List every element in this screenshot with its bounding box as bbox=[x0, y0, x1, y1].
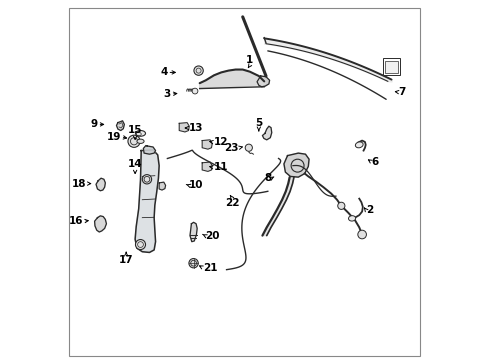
Polygon shape bbox=[159, 182, 165, 190]
Polygon shape bbox=[190, 222, 197, 242]
Text: 4: 4 bbox=[160, 67, 167, 77]
Circle shape bbox=[188, 258, 198, 268]
Polygon shape bbox=[284, 153, 308, 177]
Circle shape bbox=[135, 239, 145, 249]
Text: 15: 15 bbox=[128, 125, 142, 135]
Text: 3: 3 bbox=[163, 89, 171, 99]
Ellipse shape bbox=[355, 142, 363, 148]
Circle shape bbox=[337, 202, 344, 210]
Text: 20: 20 bbox=[204, 231, 219, 240]
Text: 13: 13 bbox=[188, 123, 203, 133]
Circle shape bbox=[244, 144, 252, 151]
Text: 8: 8 bbox=[264, 173, 271, 183]
Text: 7: 7 bbox=[398, 87, 405, 97]
Ellipse shape bbox=[348, 216, 355, 221]
Polygon shape bbox=[199, 69, 264, 89]
Polygon shape bbox=[262, 177, 293, 235]
Text: 2: 2 bbox=[366, 206, 373, 216]
Circle shape bbox=[128, 135, 140, 147]
Text: 11: 11 bbox=[214, 162, 228, 172]
Circle shape bbox=[357, 230, 366, 239]
Polygon shape bbox=[179, 123, 189, 132]
Circle shape bbox=[194, 66, 203, 75]
Polygon shape bbox=[202, 162, 212, 171]
FancyBboxPatch shape bbox=[383, 58, 399, 75]
Text: 21: 21 bbox=[203, 263, 217, 273]
FancyBboxPatch shape bbox=[385, 60, 397, 73]
Polygon shape bbox=[262, 126, 271, 140]
Polygon shape bbox=[116, 121, 124, 131]
Ellipse shape bbox=[137, 139, 144, 143]
Text: 17: 17 bbox=[119, 255, 133, 265]
Polygon shape bbox=[257, 76, 269, 87]
Text: 10: 10 bbox=[188, 180, 203, 190]
Text: 9: 9 bbox=[90, 120, 97, 129]
Text: 19: 19 bbox=[106, 132, 121, 142]
Text: 1: 1 bbox=[246, 55, 253, 65]
Text: 16: 16 bbox=[68, 216, 83, 226]
Polygon shape bbox=[202, 140, 212, 149]
Ellipse shape bbox=[135, 131, 145, 136]
Polygon shape bbox=[94, 216, 106, 232]
Circle shape bbox=[142, 175, 151, 184]
Text: 18: 18 bbox=[72, 179, 86, 189]
Text: 23: 23 bbox=[224, 143, 239, 153]
Text: 14: 14 bbox=[127, 159, 142, 169]
Polygon shape bbox=[96, 178, 105, 191]
Circle shape bbox=[192, 88, 198, 94]
Polygon shape bbox=[135, 150, 159, 252]
Text: 6: 6 bbox=[371, 157, 378, 167]
Polygon shape bbox=[143, 145, 155, 154]
Text: 5: 5 bbox=[255, 118, 262, 128]
Text: 12: 12 bbox=[214, 138, 228, 147]
Text: 22: 22 bbox=[224, 198, 239, 208]
